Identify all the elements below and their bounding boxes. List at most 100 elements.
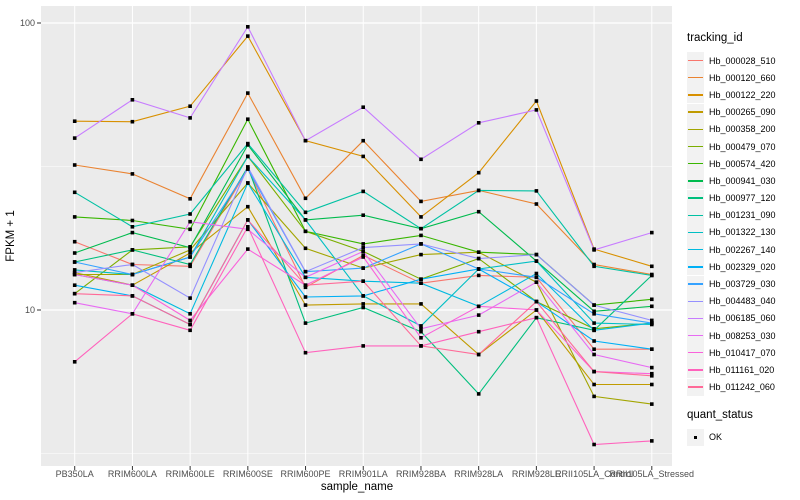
data-point bbox=[476, 304, 481, 309]
data-point bbox=[592, 442, 596, 447]
x-tick-label: RRIM600LA bbox=[108, 469, 157, 479]
data-point bbox=[130, 98, 135, 102]
data-point bbox=[246, 225, 250, 229]
legend-line-swatch bbox=[688, 59, 703, 62]
data-point bbox=[419, 252, 423, 257]
x-tick-label: PB350LA bbox=[56, 469, 94, 479]
data-point bbox=[476, 352, 481, 357]
data-point bbox=[303, 269, 308, 274]
legend-line-swatch bbox=[688, 386, 703, 388]
data-point bbox=[476, 273, 481, 278]
data-point bbox=[534, 252, 539, 257]
data-point bbox=[303, 321, 308, 325]
legend-item: Hb_001322_130 bbox=[687, 223, 799, 241]
data-point bbox=[650, 374, 654, 378]
legend-line-swatch bbox=[688, 163, 703, 165]
data-point bbox=[592, 347, 596, 351]
data-point bbox=[303, 285, 308, 290]
legend-item: Hb_011242_060 bbox=[687, 378, 799, 396]
legend-item-label: Hb_010417_070 bbox=[709, 347, 776, 358]
legend-item-label: Hb_000479_070 bbox=[709, 141, 776, 152]
axis-ticks bbox=[37, 22, 653, 470]
data-point bbox=[534, 280, 539, 284]
legend-line-swatch bbox=[688, 128, 703, 131]
legend-item: Hb_000574_420 bbox=[687, 155, 799, 173]
data-point bbox=[130, 230, 135, 235]
panel-background bbox=[41, 6, 672, 466]
data-point bbox=[72, 260, 77, 264]
data-point bbox=[592, 328, 596, 333]
legend-line-swatch bbox=[688, 111, 703, 113]
data-point bbox=[650, 371, 654, 376]
data-point bbox=[650, 382, 654, 387]
legend-key bbox=[687, 155, 704, 173]
data-point bbox=[361, 302, 365, 306]
legend-panel: tracking_id Hb_000028_510 Hb_000120_660 Hb… bbox=[687, 32, 799, 446]
data-point bbox=[130, 225, 135, 229]
data-point bbox=[534, 108, 539, 112]
legend-line-swatch bbox=[688, 231, 703, 234]
data-point bbox=[534, 299, 539, 304]
data-point bbox=[361, 154, 365, 159]
legend-key bbox=[687, 103, 704, 121]
legend-key bbox=[687, 361, 704, 379]
data-point bbox=[188, 262, 192, 267]
data-point bbox=[476, 170, 481, 175]
data-point bbox=[361, 255, 365, 259]
data-point bbox=[246, 34, 250, 38]
data-point bbox=[188, 219, 192, 224]
y-axis-title: FPKM + 1 bbox=[5, 210, 17, 261]
legend-item-label: Hb_000028_510 bbox=[709, 55, 776, 66]
data-point bbox=[592, 339, 596, 343]
data-point bbox=[650, 273, 654, 278]
x-tick-labels: PB350LA RRIM600LA RRIM600LE RRIM600SE RRIM60… bbox=[56, 469, 694, 479]
legend-key bbox=[687, 223, 704, 241]
legend-item-label: Hb_000122_220 bbox=[709, 89, 776, 100]
legend-title-quant-status: quant_status bbox=[687, 408, 753, 421]
data-point bbox=[303, 210, 308, 215]
data-point bbox=[246, 218, 250, 222]
data-point bbox=[188, 245, 192, 250]
data-point bbox=[419, 215, 423, 219]
data-point bbox=[476, 392, 481, 396]
data-point bbox=[592, 309, 596, 314]
y-tick-label: 100 bbox=[20, 18, 35, 28]
legend-line-swatch bbox=[688, 283, 703, 285]
legend-line-swatch bbox=[688, 352, 703, 354]
legend-item: Hb_002329_020 bbox=[687, 258, 799, 276]
data-point bbox=[650, 318, 654, 323]
x-tick-label: RRIM600SE bbox=[223, 469, 273, 479]
data-point bbox=[534, 315, 539, 320]
data-point bbox=[419, 242, 423, 246]
data-point bbox=[246, 25, 250, 29]
data-point bbox=[419, 324, 423, 328]
data-point bbox=[188, 227, 192, 232]
data-point bbox=[72, 239, 77, 244]
data-point bbox=[534, 189, 539, 193]
data-point bbox=[130, 248, 135, 252]
data-point bbox=[72, 300, 77, 305]
y-tick-label: 10 bbox=[25, 305, 35, 315]
data-point bbox=[534, 275, 539, 280]
data-point bbox=[72, 215, 77, 219]
data-point bbox=[303, 196, 308, 201]
y-tick-labels: 100 10 bbox=[20, 18, 35, 315]
legend-item-label: Hb_001231_090 bbox=[709, 210, 776, 221]
data-point bbox=[650, 264, 654, 269]
legend-item-label: Hb_003729_030 bbox=[709, 279, 776, 290]
legend-key bbox=[687, 258, 704, 276]
data-point bbox=[419, 277, 423, 281]
legend-line-swatch bbox=[688, 197, 703, 199]
data-point bbox=[650, 297, 654, 302]
legend-item: Hb_001231_090 bbox=[687, 206, 799, 224]
data-point bbox=[419, 302, 423, 306]
data-point bbox=[72, 291, 77, 296]
legend-key bbox=[687, 52, 704, 70]
data-point bbox=[188, 296, 192, 300]
legend-item-label: Hb_000574_420 bbox=[709, 158, 776, 169]
legend-item: Hb_011161_020 bbox=[687, 361, 799, 379]
data-point bbox=[72, 190, 77, 195]
data-point bbox=[650, 402, 654, 406]
legend-line-swatch bbox=[688, 369, 703, 371]
data-point bbox=[476, 256, 481, 261]
